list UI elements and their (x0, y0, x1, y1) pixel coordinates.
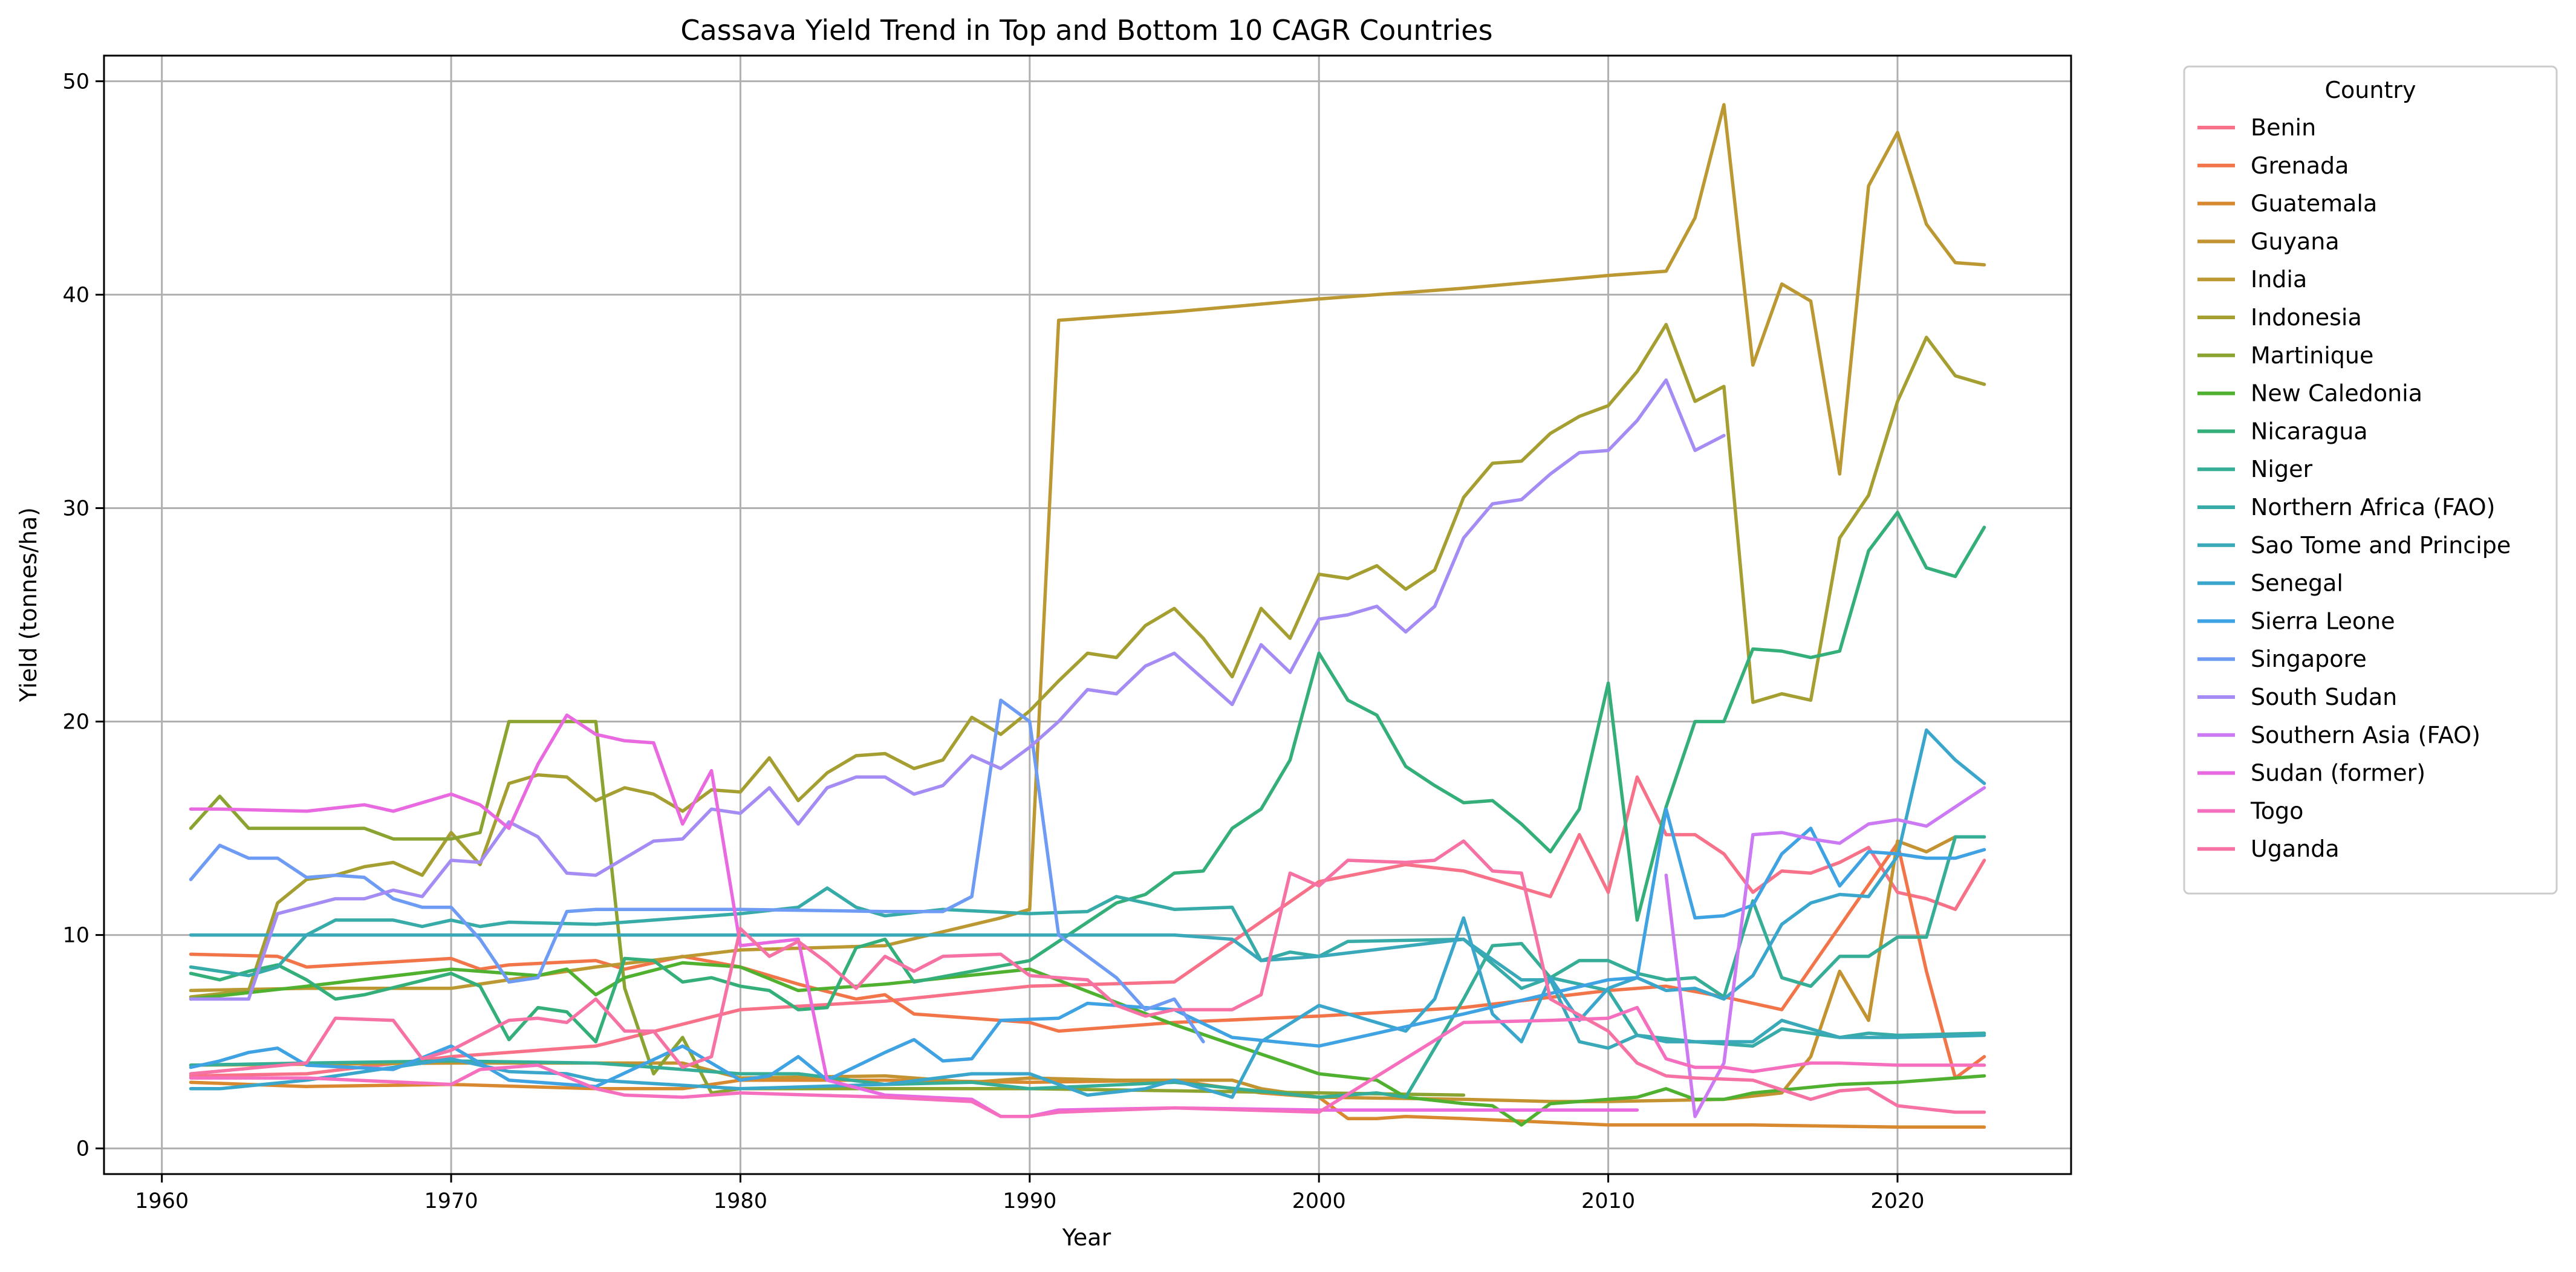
y-tick-label: 40 (62, 283, 89, 307)
chart-title: Cassava Yield Trend in Top and Bottom 10… (680, 14, 1492, 47)
legend-items: Benin Grenada Guatemala Guyana India Indonesi… (2197, 114, 2511, 862)
y-tick-label: 10 (62, 924, 89, 948)
x-tick-label: 2020 (1870, 1189, 1924, 1213)
legend-label-niger: Niger (2251, 456, 2312, 482)
series-line-togo (189, 1005, 1986, 1118)
series-line-sao-tome-and-principe (189, 933, 1986, 1050)
legend-label-guatemala: Guatemala (2251, 190, 2377, 217)
legend-label-sudan-former: Sudan (former) (2251, 760, 2425, 787)
legend-label-martinique: Martinique (2251, 342, 2373, 369)
series-lines (189, 103, 1986, 1129)
legend-label-nicaragua: Nicaragua (2251, 418, 2368, 444)
x-tick-label: 1970 (424, 1189, 478, 1213)
y-tick-label: 0 (76, 1137, 89, 1161)
series-line-senegal (189, 728, 1986, 1099)
series-line-niger (189, 835, 1986, 1099)
y-tick-label: 20 (62, 710, 89, 735)
x-tick-label: 1990 (1003, 1189, 1056, 1213)
x-axis-ticks: 1960 1970 1980 1990 2000 2010 2020 (135, 1174, 1925, 1213)
series-line-northern-africa-fao (189, 886, 1986, 1048)
series-line-south-sudan (189, 378, 1726, 1001)
legend-label-benin: Benin (2251, 114, 2316, 141)
legend-label-guyana: Guyana (2251, 228, 2340, 255)
y-tick-label: 30 (62, 496, 89, 521)
x-tick-label: 1960 (135, 1189, 189, 1213)
legend-label-senegal: Senegal (2251, 570, 2343, 597)
legend-box (2183, 65, 2558, 895)
legend-label-togo: Togo (2250, 797, 2303, 824)
x-axis-label: Year (1062, 1224, 1111, 1251)
legend-label-india: India (2251, 266, 2307, 293)
series-line-singapore (189, 698, 1205, 1043)
legend-label-indonesia: Indonesia (2251, 304, 2362, 331)
series-line-benin (189, 775, 1986, 1078)
legend-label-southern-asia-fao: Southern Asia (FAO) (2251, 722, 2480, 748)
legend-label-grenada: Grenada (2251, 152, 2349, 179)
x-tick-label: 2010 (1581, 1189, 1635, 1213)
series-line-uganda (189, 839, 1986, 1114)
x-tick-label: 1980 (714, 1189, 767, 1213)
x-tick-label: 2000 (1292, 1189, 1346, 1213)
legend-label-south-sudan: South Sudan (2251, 684, 2397, 710)
series-line-indonesia (189, 323, 1986, 999)
series-line-india (189, 103, 1986, 993)
y-axis-ticks: 0 10 20 30 40 50 (62, 70, 104, 1161)
series-line-nicaragua (189, 510, 1986, 1043)
legend-label-sao-tome-and-principe: Sao Tome and Principe (2251, 532, 2511, 559)
legend-label-singapore: Singapore (2251, 646, 2367, 672)
plot-frame (103, 54, 2072, 1175)
series-line-grenada (189, 842, 1986, 1080)
y-axis-label: Yield (tonnes/ha) (15, 507, 42, 703)
y-tick-label: 50 (62, 70, 89, 94)
legend-title: Country (2325, 77, 2416, 103)
legend-label-uganda: Uganda (2251, 836, 2340, 862)
legend-label-northern-africa-fao: Northern Africa (FAO) (2251, 494, 2496, 521)
legend-label-sierra-leone: Sierra Leone (2251, 608, 2395, 634)
legend-label-new-caledonia: New Caledonia (2251, 380, 2422, 407)
series-line-southern-asia-fao (1664, 786, 1986, 1118)
legend: Country Benin Grenada Guatemala Guyana India… (2183, 65, 2558, 895)
